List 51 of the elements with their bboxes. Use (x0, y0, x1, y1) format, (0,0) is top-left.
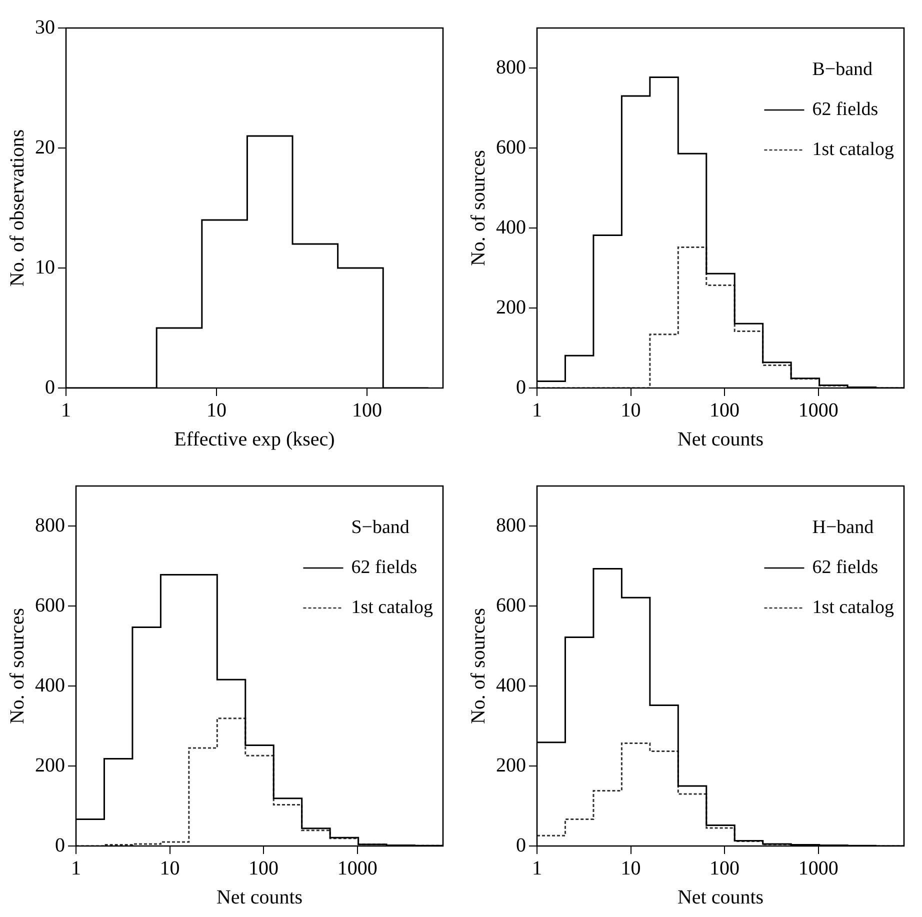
y-tick-label: 0 (55, 834, 65, 856)
y-tick-label: 0 (516, 834, 526, 856)
legend-label: 62 fields (812, 98, 878, 120)
x-tick-label: 100 (710, 399, 740, 422)
legend-label: 1st catalog (351, 596, 434, 618)
x-tick-label: 1000 (798, 857, 838, 880)
y-tick-label: 0 (516, 376, 526, 398)
x-tick-label: 1 (532, 857, 542, 880)
x-tick-label: 1000 (337, 857, 378, 880)
legend-label: 1st catalog (812, 138, 894, 160)
legend-label: 62 fields (812, 556, 878, 578)
x-tick-label: 100 (710, 857, 740, 880)
y-tick-label: 600 (496, 594, 526, 616)
x-tick-label: 10 (160, 857, 180, 880)
y-axis-title: No. of observations (6, 129, 28, 287)
legend-title: S−band (351, 516, 410, 538)
y-tick-label: 600 (35, 594, 65, 616)
x-tick-label: 1 (532, 399, 542, 422)
x-tick-label: 100 (248, 857, 279, 880)
legend-title: H−band (812, 516, 874, 538)
legend-label: 1st catalog (812, 596, 894, 618)
x-tick-label: 10 (620, 399, 641, 422)
y-tick-label: 800 (35, 514, 65, 536)
x-axis-title: Effective exp (ksec) (174, 428, 335, 450)
x-tick-label: 10 (206, 399, 226, 422)
y-tick-label: 200 (496, 754, 526, 776)
x-axis-title: Net counts (216, 886, 303, 908)
x-tick-label: 100 (352, 399, 382, 422)
y-axis-title: No. of sources (467, 608, 490, 724)
y-tick-label: 10 (35, 256, 55, 278)
y-tick-label: 600 (496, 136, 526, 158)
y-tick-label: 400 (35, 674, 65, 696)
y-tick-label: 400 (496, 216, 526, 238)
x-axis-title: Net counts (677, 428, 764, 450)
legend-title: B−band (812, 58, 874, 80)
y-axis-title: No. of sources (6, 608, 28, 724)
y-tick-label: 20 (35, 136, 55, 158)
y-tick-label: 0 (45, 376, 55, 398)
x-tick-label: 1 (71, 857, 81, 880)
y-tick-label: 400 (496, 674, 526, 696)
y-tick-label: 30 (35, 16, 55, 38)
legend-label: 62 fields (351, 556, 418, 578)
x-axis-title: Net counts (677, 886, 764, 908)
x-tick-label: 1000 (798, 399, 838, 422)
x-tick-label: 1 (61, 399, 71, 422)
y-tick-label: 200 (35, 754, 65, 776)
y-tick-label: 800 (496, 514, 526, 536)
y-axis-title: No. of sources (467, 150, 490, 266)
y-tick-label: 800 (496, 56, 526, 78)
y-tick-label: 200 (496, 296, 526, 318)
x-tick-label: 10 (620, 857, 641, 880)
